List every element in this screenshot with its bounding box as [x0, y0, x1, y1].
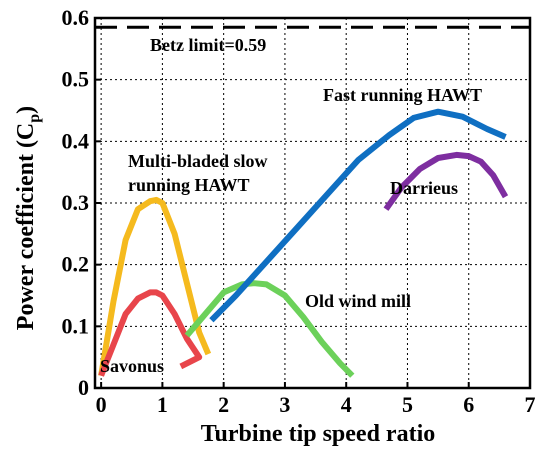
ticks: 0 1 2 3 4 5 6 7 0 0.1 0.2 0.3 0.4 0.5 0.6	[62, 5, 536, 417]
y-tick-label: 0.3	[62, 190, 90, 215]
x-tick-label: 6	[463, 392, 474, 417]
series-label-line: Old wind mill	[305, 291, 411, 311]
x-tick-label: 1	[157, 392, 168, 417]
series-label-line: Multi-bladed slow	[128, 151, 268, 171]
y-tick-label: 0	[78, 375, 89, 400]
x-axis-title: Turbine tip speed ratio	[201, 421, 435, 447]
labels: Multi-bladed slow running HAWT Savonus Old …	[100, 85, 482, 376]
x-tick-label: 5	[402, 392, 413, 417]
x-tick-label: 4	[341, 392, 352, 417]
y-axis-title-close: )	[13, 106, 39, 114]
series-layer	[98, 108, 509, 378]
x-tick-label: 3	[279, 392, 290, 417]
y-axis-title-main: Power coefficient (C	[13, 123, 39, 330]
series-line-multi-bladed-slow-running-hawt	[98, 196, 212, 377]
x-tick-label: 7	[525, 392, 536, 417]
y-tick-label: 0.2	[62, 252, 90, 277]
series-label-old-wind-mill: Old wind mill	[305, 291, 411, 311]
y-tick-label: 0.5	[62, 67, 90, 92]
series-label-multi-bladed-slow-running-hawt: Multi-bladed slow running HAWT	[128, 151, 268, 195]
y-axis-title: Power coefficient (Cp)	[13, 106, 43, 330]
betz-limit-label: Betz limit=0.59	[150, 35, 266, 55]
series-label-savonus: Savonus	[100, 356, 164, 376]
y-tick-label: 0.1	[62, 313, 90, 338]
series-label-darrieus: Darrieus	[390, 178, 458, 198]
series-line-darrieus	[383, 151, 509, 211]
series-line-old-wind-mill	[184, 280, 355, 378]
x-tick-label: 0	[96, 392, 107, 417]
y-axis-title-sub: p	[26, 114, 43, 123]
y-tick-label: 0.6	[62, 5, 90, 30]
series-label-line: running HAWT	[128, 175, 250, 195]
series-line-savonus	[98, 289, 203, 377]
series-label-fast-running-hawt: Fast running HAWT	[323, 85, 482, 105]
y-tick-label: 0.4	[62, 128, 90, 153]
betz-layer: Betz limit=0.59	[95, 25, 530, 55]
series-label-line: Fast running HAWT	[323, 85, 482, 105]
series-label-line: Darrieus	[390, 178, 458, 198]
x-tick-label: 2	[218, 392, 229, 417]
series-line-fast-running-hawt	[209, 108, 507, 323]
series-label-line: Savonus	[100, 356, 164, 376]
